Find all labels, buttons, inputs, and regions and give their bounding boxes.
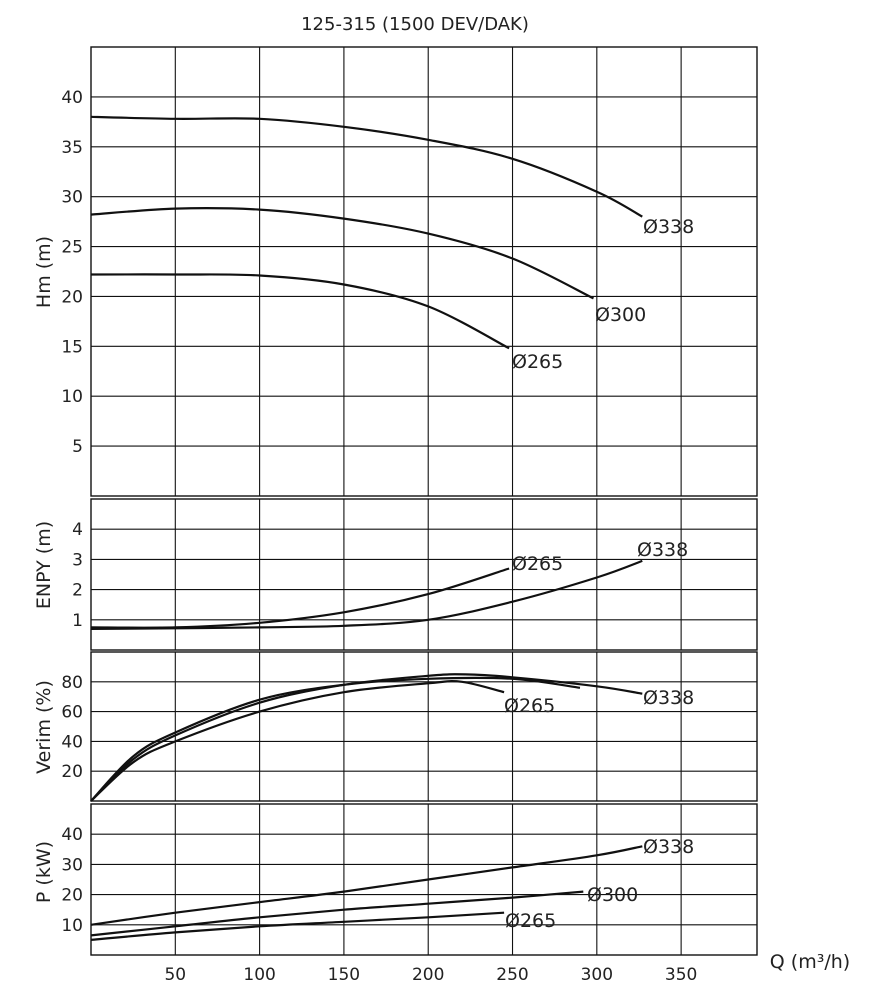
y-tick-label: 10 xyxy=(61,916,83,936)
curve-label: Ø265 xyxy=(505,910,556,932)
panel-efficiency: 20 40 60 80 Verim (%) Ø265 Ø338 xyxy=(33,651,758,802)
curve-label: Ø300 xyxy=(587,884,638,906)
panel-power: 10 20 30 40 P (kW) Ø338 Ø300 Ø265 50 100 150 200 250… xyxy=(33,803,758,985)
chart-panels: 5 10 15 20 25 30 35 40 Hm (m) Ø338 Ø300 Ø265 1 2 3 4 ENP… xyxy=(33,46,758,985)
y-tick-label: 40 xyxy=(61,825,83,845)
y-tick-label: 60 xyxy=(61,703,83,723)
y-tick-label: 80 xyxy=(61,673,83,693)
series-line-power-2 xyxy=(90,911,505,941)
y-tick-label: 40 xyxy=(61,88,83,108)
series-line-npsh-0 xyxy=(90,567,510,629)
y-tick-label: 35 xyxy=(61,138,83,158)
x-axis-label: Q (m³/h) xyxy=(770,951,850,973)
x-tick-label: 250 xyxy=(496,965,528,985)
y-tick-label: 10 xyxy=(61,387,83,407)
y-tick-label: 4 xyxy=(72,520,83,540)
y-tick-label: 5 xyxy=(72,437,83,457)
y-tick-label: 30 xyxy=(61,855,83,875)
x-tick-label: 150 xyxy=(328,965,360,985)
y-tick-label: 25 xyxy=(61,238,83,258)
x-tick-label: 100 xyxy=(243,965,275,985)
y-axis-label: Verim (%) xyxy=(33,680,55,774)
x-tick-label: 50 xyxy=(164,965,186,985)
series-line-head-2 xyxy=(90,273,510,350)
curve-label: Ø338 xyxy=(643,836,694,858)
y-axis-label: P (kW) xyxy=(33,841,55,903)
panel-frame xyxy=(90,651,758,802)
series-line-efficiency-0 xyxy=(90,673,643,802)
series-line-power-0 xyxy=(90,845,643,926)
curve-label: Ø265 xyxy=(512,553,563,575)
curve-label: Ø265 xyxy=(512,351,563,373)
series-line-head-0 xyxy=(90,115,643,218)
y-tick-label: 3 xyxy=(72,550,83,570)
y-tick-label: 20 xyxy=(61,762,83,782)
y-tick-label: 30 xyxy=(61,188,83,208)
series-line-efficiency-2 xyxy=(90,680,505,802)
panel-head: 5 10 15 20 25 30 35 40 Hm (m) Ø338 Ø300 Ø265 xyxy=(33,46,758,497)
series-line-npsh-1 xyxy=(90,559,643,630)
y-tick-label: 2 xyxy=(72,581,83,601)
curve-label: Ø338 xyxy=(643,687,694,709)
curve-label: Ø338 xyxy=(643,216,694,238)
chart-title: 125-315 (1500 DEV/DAK) xyxy=(301,14,529,35)
panel-npsh: 1 2 3 4 ENPY (m) Ø265 Ø338 xyxy=(33,498,758,651)
y-tick-label: 20 xyxy=(61,287,83,307)
series-line-efficiency-1 xyxy=(90,676,581,802)
y-axis-label: Hm (m) xyxy=(33,236,55,308)
panel-frame xyxy=(90,46,758,497)
y-tick-label: 20 xyxy=(61,886,83,906)
y-tick-label: 1 xyxy=(72,611,83,631)
x-tick-label: 200 xyxy=(412,965,444,985)
series-line-head-1 xyxy=(90,207,594,300)
panel-frame xyxy=(90,498,758,651)
x-tick-label: 350 xyxy=(665,965,697,985)
curve-label: Ø300 xyxy=(595,304,646,326)
y-tick-label: 15 xyxy=(61,337,83,357)
curve-label: Ø338 xyxy=(637,539,688,561)
panel-frame xyxy=(90,803,758,956)
series-line-power-1 xyxy=(90,890,584,937)
y-axis-label: ENPY (m) xyxy=(33,521,55,609)
curve-label: Ø265 xyxy=(504,695,555,717)
y-tick-label: 40 xyxy=(61,732,83,752)
x-tick-label: 300 xyxy=(581,965,613,985)
